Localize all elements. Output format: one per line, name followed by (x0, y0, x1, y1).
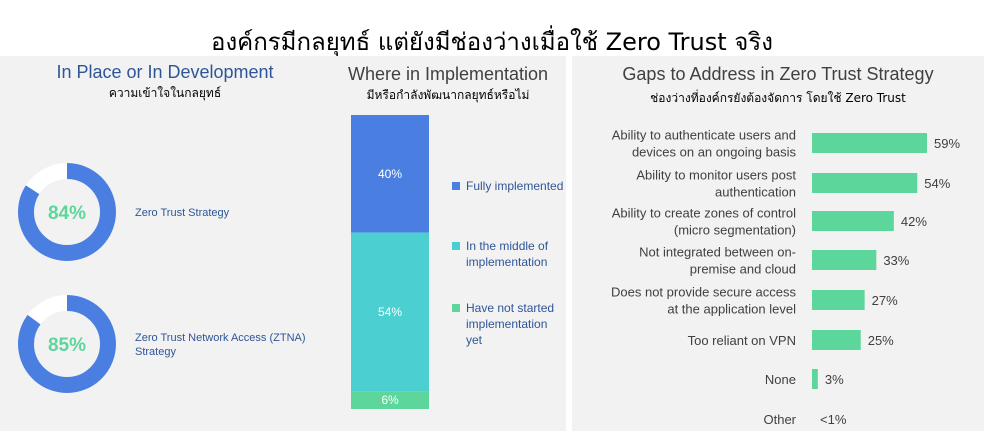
gap-bar (812, 330, 861, 350)
donut-value-label: 84% (48, 203, 86, 224)
legend-swatch (452, 242, 460, 250)
stacked-bar-segment (351, 115, 429, 233)
legend-label: In the middle of implementation (466, 239, 549, 269)
legend-swatch (452, 304, 460, 312)
stacked-bar-segment (351, 391, 429, 409)
gap-category-label: None (765, 372, 796, 387)
gaps-panel-title: Gaps to Address in Zero Trust Strategy (622, 64, 934, 84)
gap-value-label: 3% (825, 372, 844, 387)
gap-category-label: Other (763, 412, 796, 427)
donut-arc (18, 163, 116, 261)
gap-value-label: 25% (868, 333, 894, 348)
stacked-bar-segment (351, 232, 429, 392)
legend-swatch (452, 182, 460, 190)
gap-bar (812, 133, 927, 153)
gap-bar (812, 250, 877, 270)
legend-label: Fully implemented (466, 179, 564, 193)
gap-category-label: premise and cloud (690, 262, 796, 277)
gap-category-label: Too reliant on VPN (688, 333, 796, 348)
segment-value-label: 54% (378, 305, 402, 319)
gap-category-label: Ability to create zones of control (612, 206, 796, 221)
implementation-panel: Where in Implementation มีหรือกำลังพัฒนา… (330, 56, 566, 431)
gap-value-label: 42% (901, 214, 927, 229)
segment-value-label: 40% (378, 167, 402, 181)
gaps-panel-subtitle: ช่องว่างที่องค์กรยังต้องจัดการ โดยใช้ Ze… (650, 91, 906, 105)
gap-category-label: Ability to monitor users post (636, 168, 796, 183)
gap-value-label: 27% (872, 293, 898, 308)
donut-value-label: 85% (48, 335, 86, 356)
gap-category-label: (micro segmentation) (674, 223, 796, 238)
gap-category-label: at the application level (667, 302, 796, 317)
legend-label: Have not started implementation yet (466, 301, 555, 347)
gap-category-label: authentication (715, 185, 796, 200)
gap-category-label: Ability to authenticate users and (612, 128, 796, 143)
implementation-panel-subtitle: มีหรือกำลังพัฒนากลยุทธ์หรือไม่ (366, 88, 530, 102)
donut-label-ztna-strategy: Zero Trust Network Access (ZTNA) Strateg… (135, 332, 306, 358)
gaps-bar-chart: 59% Ability to authenticate users and devi… (611, 128, 960, 428)
gap-value-label: 33% (883, 253, 909, 268)
implementation-panel-title: Where in Implementation (347, 64, 549, 84)
segment-value-label: 6% (381, 393, 399, 407)
main-title: องค์กรมีกลยุทธ์ แต่ยังมีช่องว่างเมื่อใช้… (211, 28, 773, 56)
donut-label-zero-trust-strategy: Zero Trust Strategy (135, 207, 230, 219)
gap-category-label: Not integrated between on- (639, 245, 796, 260)
gap-category-label: Does not provide secure access (611, 285, 796, 300)
strategy-panel: In Place or In Development ความเข้าใจในก… (0, 56, 330, 431)
donut-charts: 84% 85% (18, 163, 116, 393)
gap-bar (812, 211, 894, 231)
gap-value-label: 54% (924, 176, 950, 191)
donut-arc (18, 295, 116, 393)
gap-value-label: 59% (934, 136, 960, 151)
gap-bar (812, 173, 918, 193)
strategy-panel-subtitle: ความเข้าใจในกลยุทธ์ (108, 86, 222, 100)
gap-bar (812, 369, 818, 389)
stacked-bar-chart: 40% 54% 6% (351, 115, 429, 409)
gaps-panel: Gaps to Address in Zero Trust Strategy ช… (572, 56, 984, 431)
gap-category-label: devices on an ongoing basis (632, 145, 797, 160)
strategy-panel-title: In Place or In Development (56, 62, 274, 82)
gap-value-label: <1% (820, 412, 847, 427)
gap-bar (812, 290, 865, 310)
